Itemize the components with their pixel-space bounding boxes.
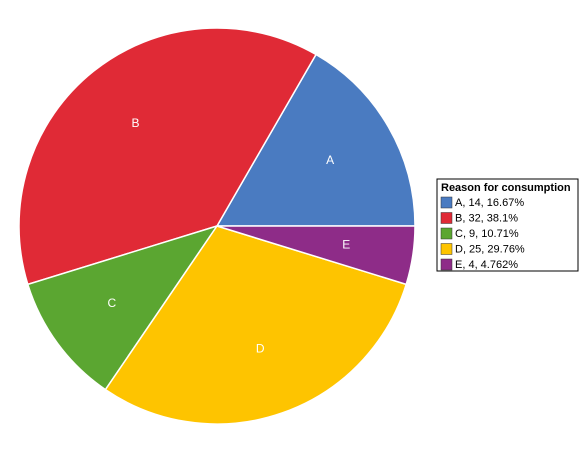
legend-label: E, 4, 4.762% <box>455 259 518 271</box>
legend-label: D, 25, 29.76% <box>455 243 525 255</box>
pie-slice <box>104 225 408 425</box>
legend-swatch <box>440 227 453 240</box>
pie-slice <box>216 225 416 286</box>
pie-slice <box>26 224 219 391</box>
slice-label: E <box>342 238 350 252</box>
pie-slice <box>18 27 318 286</box>
legend-label: A, 14, 16.67% <box>455 197 524 209</box>
legend-box <box>436 178 579 272</box>
pie-slice <box>215 53 416 227</box>
slice-label: C <box>108 296 117 310</box>
pie <box>18 27 416 425</box>
slice-label: D <box>256 342 265 356</box>
slice-label: B <box>132 116 140 130</box>
slice-label: A <box>326 153 334 167</box>
legend-label: B, 32, 38.1% <box>455 212 518 224</box>
legend-swatch <box>440 243 453 255</box>
legend-title: Reason for consumption <box>441 182 571 194</box>
legend-swatch <box>440 196 453 209</box>
legend-swatch <box>440 212 453 224</box>
legend-swatch <box>440 258 453 271</box>
legend-label: C, 9, 10.71% <box>455 228 519 240</box>
